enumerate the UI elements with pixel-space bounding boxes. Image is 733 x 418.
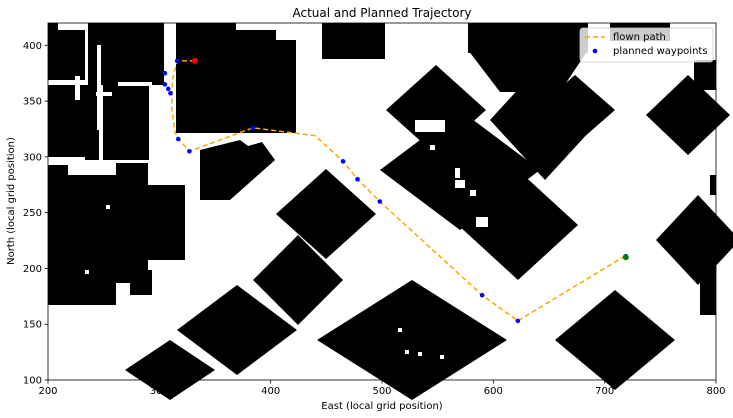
obstacle-block — [386, 65, 486, 155]
waypoint-point — [479, 292, 485, 298]
grid-gap — [430, 145, 435, 150]
grid-gap — [415, 120, 445, 132]
obstacle-block — [116, 163, 148, 283]
obstacle-block — [103, 85, 149, 160]
obstacle-block — [694, 60, 716, 90]
x-tick-label: 300 — [150, 386, 169, 397]
grid-gap — [397, 135, 401, 139]
waypoint-point — [165, 86, 171, 92]
obstacle-block — [48, 23, 58, 31]
obstacle-block — [176, 40, 296, 133]
y-tick-label: 400 — [23, 41, 42, 52]
grid-gap — [476, 217, 488, 227]
grid-gap — [85, 270, 89, 274]
y-tick-label: 100 — [23, 376, 42, 387]
x-tick-label: 700 — [595, 386, 614, 397]
obstacle-block — [458, 170, 578, 280]
y-tick-label: 300 — [23, 152, 42, 163]
obstacle-block — [200, 140, 260, 180]
y-axis: 100 150 200 250 300 350 400 — [23, 41, 48, 387]
obstacle-block — [48, 175, 116, 305]
y-tick-label: 150 — [23, 320, 42, 331]
goal-marker — [622, 254, 629, 261]
grid-gap — [97, 45, 101, 130]
legend: flown path planned waypoints — [579, 27, 714, 63]
obstacle-block — [535, 75, 615, 145]
grid-gap — [455, 180, 465, 188]
obstacle-block — [646, 75, 730, 155]
grid-gap — [440, 355, 444, 359]
grid-gap — [75, 76, 80, 100]
y-tick-label: 200 — [23, 264, 42, 275]
waypoint-point — [355, 176, 360, 182]
start-marker — [191, 57, 198, 64]
obstacle-block — [700, 235, 716, 315]
waypoint-point — [377, 199, 383, 204]
obstacle-block — [125, 340, 215, 400]
y-axis-label: North (local grid position) — [6, 137, 17, 265]
plot-area — [47, 22, 733, 400]
obstacle-block — [317, 280, 507, 400]
waypoint-point — [174, 58, 180, 64]
waypoint-point — [187, 148, 192, 154]
obstacle-block — [468, 50, 588, 92]
obstacle-block — [48, 30, 85, 80]
obstacle-block — [85, 85, 99, 160]
grid-gap — [106, 205, 110, 209]
obstacle-block — [233, 30, 276, 42]
legend-marker-waypoints — [592, 48, 598, 54]
grid-gap — [405, 350, 409, 354]
obstacle-block — [710, 175, 716, 195]
waypoint-point — [175, 136, 181, 142]
obstacle-block — [48, 165, 68, 185]
y-tick-label: 250 — [23, 208, 42, 219]
legend-label-flown-path: flown path — [613, 32, 666, 43]
waypoint-point — [162, 70, 168, 76]
y-tick-label: 350 — [23, 97, 42, 108]
grid-gap — [455, 168, 460, 178]
obstacle-block — [468, 23, 588, 53]
obstacle-block — [276, 169, 376, 259]
obstacle-block — [322, 23, 385, 59]
grid-gap — [418, 352, 422, 356]
obstacle-block — [177, 285, 297, 375]
obstacle-block — [130, 270, 152, 295]
x-axis-label: East (local grid position) — [321, 401, 443, 412]
waypoint-point — [250, 125, 256, 131]
grid-gap — [118, 82, 152, 86]
x-tick-label: 600 — [484, 386, 503, 397]
x-tick-label: 800 — [706, 386, 725, 397]
legend-label-waypoints: planned waypoints — [613, 46, 708, 57]
x-axis: 200 300 400 500 600 700 800 — [38, 380, 726, 397]
x-tick-label: 200 — [38, 386, 57, 397]
obstacle-block — [88, 23, 150, 35]
obstacle-block — [555, 290, 675, 390]
obstacle-map — [48, 23, 733, 400]
legend-box — [579, 27, 714, 63]
x-tick-label: 500 — [372, 386, 391, 397]
obstacle-block — [148, 185, 185, 260]
x-tick-label: 400 — [261, 386, 280, 397]
grid-gap — [470, 190, 476, 196]
chart-title: Actual and Planned Trajectory — [293, 6, 472, 20]
series-layer — [162, 57, 629, 324]
waypoint-point — [168, 90, 173, 96]
waypoint-point — [162, 82, 168, 87]
grid-gap — [398, 328, 402, 332]
waypoint-point — [340, 159, 346, 164]
waypoint-point — [515, 318, 521, 324]
grid-gap — [96, 92, 112, 96]
obstacle-block — [150, 23, 164, 85]
obstacle-block — [253, 235, 343, 325]
